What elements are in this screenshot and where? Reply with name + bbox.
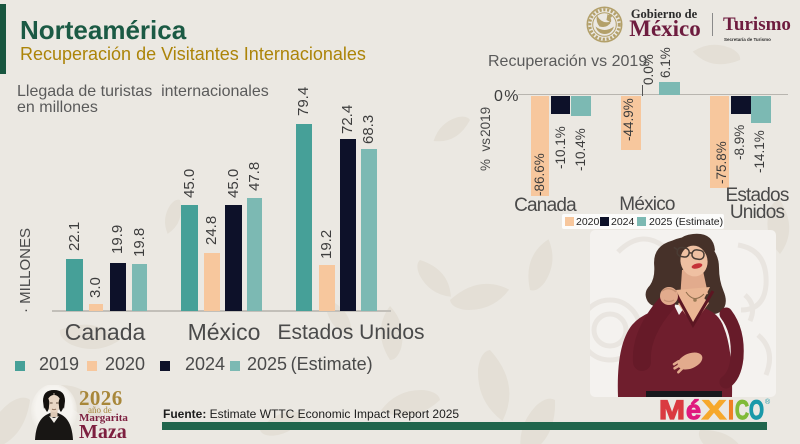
svg-text:I: I (728, 396, 734, 424)
svg-text:é: é (686, 396, 701, 424)
svg-text:O: O (749, 396, 764, 424)
svg-text:®: ® (765, 398, 771, 406)
svg-text:M: M (659, 396, 685, 424)
svg-text:C: C (735, 396, 749, 424)
svg-text:X: X (702, 396, 726, 424)
